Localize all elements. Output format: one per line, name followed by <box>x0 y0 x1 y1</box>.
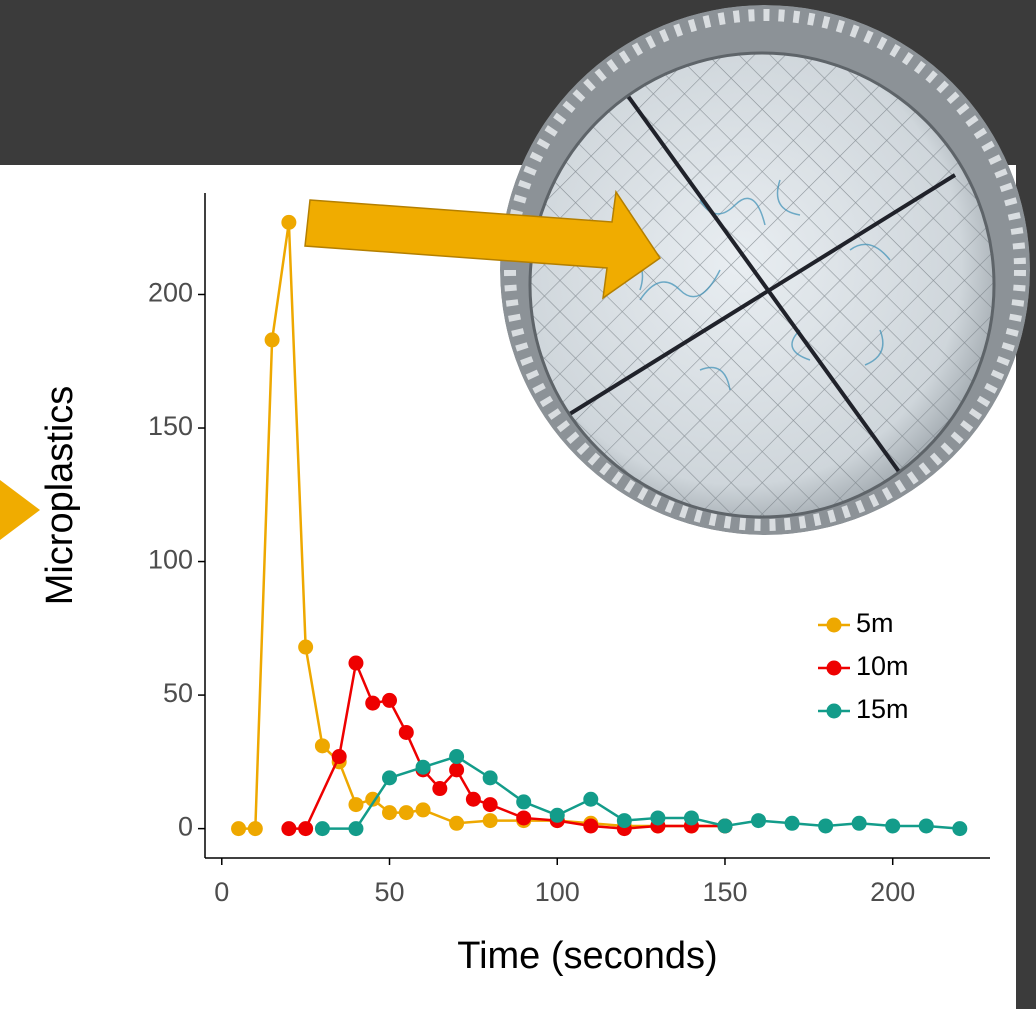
data-point <box>717 818 733 834</box>
side-arrow-tip <box>0 480 40 540</box>
data-point <box>432 781 448 797</box>
x-tick-label: 200 <box>870 877 915 907</box>
data-point <box>449 762 465 778</box>
data-point <box>298 639 314 655</box>
data-point <box>331 749 347 765</box>
y-tick-label: 100 <box>148 545 193 575</box>
legend-label: 10m <box>856 651 909 681</box>
data-point <box>382 805 398 821</box>
data-point <box>751 813 767 829</box>
legend-marker <box>826 660 842 676</box>
y-tick-label: 200 <box>148 278 193 308</box>
x-tick-label: 50 <box>374 877 404 907</box>
data-point <box>348 655 364 671</box>
plot: 0 50 100 150 200 0 50 100 150 200 Time (seconds) Mi… <box>39 193 990 977</box>
data-point <box>348 821 364 837</box>
y-tick-label: 50 <box>163 678 193 708</box>
y-axis-title: Microplastics <box>39 386 81 606</box>
data-point <box>784 815 800 831</box>
data-point <box>818 818 834 834</box>
filter-photo <box>500 5 1030 535</box>
data-point <box>683 810 699 826</box>
data-point <box>482 813 498 829</box>
data-point <box>650 810 666 826</box>
y-tick-label: 150 <box>148 411 193 441</box>
data-point <box>885 818 901 834</box>
data-point <box>298 821 314 837</box>
data-point <box>449 815 465 831</box>
data-point <box>516 794 532 810</box>
data-point <box>281 214 297 230</box>
data-point <box>281 821 297 837</box>
data-point <box>398 805 414 821</box>
data-point <box>398 724 414 740</box>
data-point <box>851 815 867 831</box>
data-point <box>382 692 398 708</box>
legend-label: 15m <box>856 694 909 724</box>
data-point <box>415 759 431 775</box>
data-point <box>247 821 263 837</box>
data-point <box>231 821 247 837</box>
pointer-arrow <box>304 189 662 300</box>
data-point <box>348 797 364 813</box>
data-point <box>482 770 498 786</box>
data-point <box>516 810 532 826</box>
x-axis-title: Time (seconds) <box>457 935 717 977</box>
data-point <box>365 695 381 711</box>
data-point <box>449 749 465 765</box>
legend-marker <box>826 703 842 719</box>
data-point <box>314 821 330 837</box>
data-point <box>465 791 481 807</box>
data-point <box>583 818 599 834</box>
y-tick-label: 0 <box>178 812 193 842</box>
data-point <box>616 813 632 829</box>
legend-label: 5m <box>856 608 894 638</box>
data-point <box>415 802 431 818</box>
foil-edge <box>504 9 1026 531</box>
x-tick-label: 150 <box>702 877 747 907</box>
x-tick-label: 0 <box>214 877 229 907</box>
legend-marker <box>826 617 842 633</box>
data-point <box>549 807 565 823</box>
data-point <box>482 797 498 813</box>
data-point <box>382 770 398 786</box>
data-point <box>952 821 968 837</box>
x-tick-label: 100 <box>535 877 580 907</box>
data-point <box>583 791 599 807</box>
data-point <box>918 818 934 834</box>
data-point <box>314 738 330 754</box>
data-point <box>264 332 280 348</box>
